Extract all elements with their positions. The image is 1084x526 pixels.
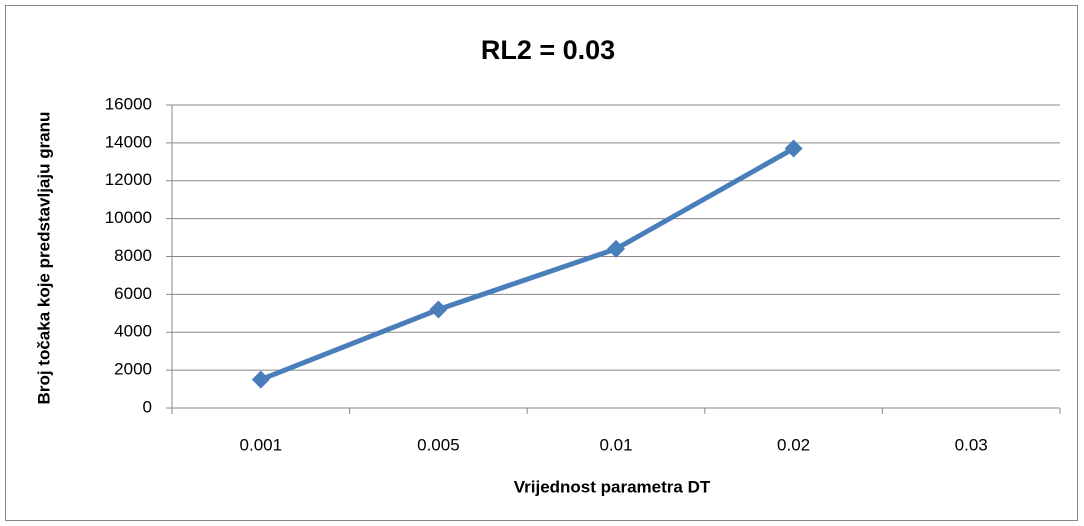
y-tick-label: 2000 [114, 360, 152, 379]
y-tick-label: 10000 [105, 208, 152, 227]
y-tick-label: 8000 [114, 246, 152, 265]
y-tick-label: 12000 [105, 170, 152, 189]
x-tick-label: 0.02 [777, 435, 810, 454]
y-tick-label: 14000 [105, 132, 152, 151]
data-point [784, 139, 803, 158]
y-tick-label: 6000 [114, 284, 152, 303]
series-line [259, 146, 795, 382]
chart-border [5, 5, 1078, 521]
x-tick-label: 0.001 [240, 435, 283, 454]
data-point [251, 370, 270, 389]
y-tick-label: 0 [143, 397, 152, 416]
chart-title: RL2 = 0.03 [481, 35, 615, 65]
data-point [429, 300, 448, 319]
x-tick-label: 0.005 [417, 435, 460, 454]
y-axis-label: Broj točaka koje predstavljaju granu [34, 112, 53, 405]
y-tick-label: 4000 [114, 322, 152, 341]
x-tick-label: 0.03 [955, 435, 988, 454]
x-axis-label: Vrijednost parametra DT [514, 477, 711, 496]
data-point [607, 239, 625, 258]
x-tick-label: 0.01 [599, 435, 632, 454]
y-tick-label: 16000 [105, 94, 152, 113]
